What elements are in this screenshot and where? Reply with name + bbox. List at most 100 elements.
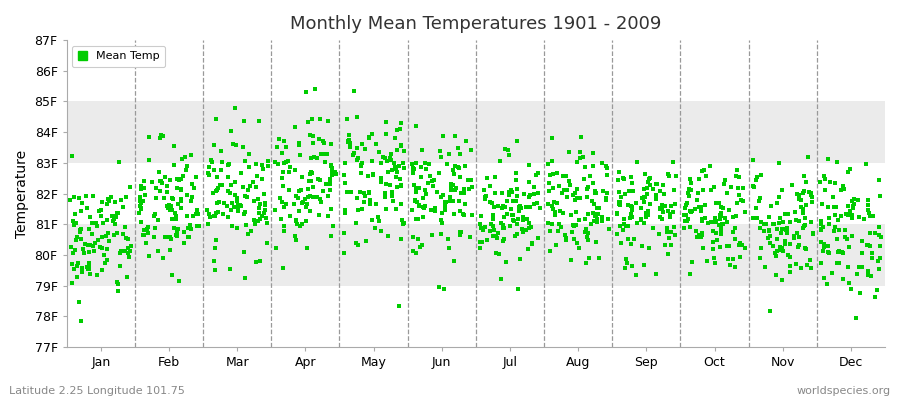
Point xyxy=(338,180,353,186)
Point xyxy=(507,218,521,224)
Point xyxy=(71,298,86,305)
Point xyxy=(760,235,775,242)
Point xyxy=(797,222,812,228)
Point xyxy=(343,144,357,150)
Point xyxy=(300,201,314,208)
Point xyxy=(289,193,303,199)
Point xyxy=(202,164,217,171)
Point xyxy=(476,226,491,233)
Point xyxy=(259,240,274,246)
Point xyxy=(772,160,787,167)
Point xyxy=(67,194,81,201)
Point xyxy=(122,184,137,190)
Point xyxy=(712,222,726,228)
Point xyxy=(410,236,425,242)
Point xyxy=(567,222,581,229)
Point xyxy=(388,135,402,142)
Point xyxy=(790,191,805,198)
Point xyxy=(438,207,453,214)
Point xyxy=(434,217,448,224)
Point xyxy=(108,221,122,227)
Point xyxy=(816,172,831,179)
Point xyxy=(200,207,214,213)
Point xyxy=(655,205,670,211)
Point xyxy=(118,248,132,254)
Point xyxy=(638,171,652,177)
Point xyxy=(172,277,186,284)
Point xyxy=(708,218,723,224)
Point xyxy=(236,184,250,190)
Point xyxy=(420,180,435,186)
Point xyxy=(105,213,120,219)
Point xyxy=(804,218,818,225)
Point xyxy=(767,220,781,227)
Point xyxy=(706,246,721,252)
Point xyxy=(390,168,404,175)
Point xyxy=(147,213,161,219)
Point xyxy=(796,225,810,232)
Point xyxy=(571,159,585,165)
Point xyxy=(774,247,788,254)
Point xyxy=(497,224,511,231)
Point xyxy=(472,220,487,227)
Point xyxy=(122,254,137,260)
Point xyxy=(562,149,576,155)
Point xyxy=(446,181,460,188)
Point xyxy=(393,142,408,149)
Point xyxy=(714,230,728,237)
Point xyxy=(139,192,153,198)
Point xyxy=(547,199,562,206)
Point xyxy=(220,174,235,180)
Point xyxy=(716,181,731,187)
Point xyxy=(776,219,790,225)
Point xyxy=(344,189,358,195)
Text: Latitude 2.25 Longitude 101.75: Latitude 2.25 Longitude 101.75 xyxy=(9,386,184,396)
Point xyxy=(230,198,245,204)
Point xyxy=(312,177,327,183)
Point xyxy=(843,286,858,292)
Point xyxy=(653,213,668,220)
Point xyxy=(873,255,887,262)
Point xyxy=(317,151,331,158)
Point xyxy=(416,213,430,220)
Point xyxy=(453,174,467,180)
Point xyxy=(223,182,238,188)
Point xyxy=(514,205,528,211)
Point xyxy=(667,224,681,230)
Point xyxy=(585,198,599,204)
Point xyxy=(726,214,741,221)
Point xyxy=(346,150,361,156)
Point xyxy=(733,254,747,260)
Point xyxy=(556,173,571,180)
Point xyxy=(153,135,167,142)
Point xyxy=(582,254,597,261)
Point xyxy=(707,218,722,224)
Point xyxy=(630,220,644,226)
Point xyxy=(531,190,545,196)
Point xyxy=(797,223,812,230)
Point xyxy=(289,218,303,224)
Point xyxy=(378,194,392,200)
Point xyxy=(369,140,383,147)
Point xyxy=(493,220,508,227)
Point xyxy=(691,232,706,238)
Point xyxy=(814,221,828,227)
Point xyxy=(814,239,829,246)
Point xyxy=(240,230,255,237)
Point xyxy=(418,166,433,172)
Point xyxy=(521,225,535,232)
Point xyxy=(319,181,333,188)
Point xyxy=(363,197,377,204)
Point xyxy=(616,175,630,181)
Point xyxy=(393,235,408,242)
Point xyxy=(601,226,616,232)
Point xyxy=(677,212,691,219)
Point xyxy=(762,228,777,234)
Point xyxy=(513,256,527,262)
Point xyxy=(75,208,89,214)
Point xyxy=(845,233,859,240)
Point xyxy=(164,236,178,242)
Point xyxy=(713,244,727,250)
Point xyxy=(169,213,184,219)
Point xyxy=(554,224,568,230)
